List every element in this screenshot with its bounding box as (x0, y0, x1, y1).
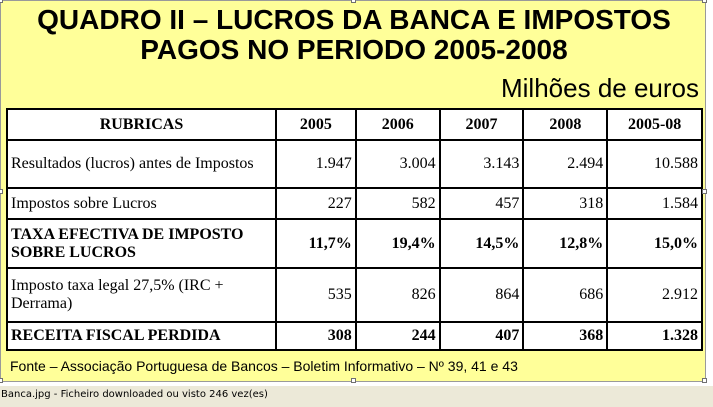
row-label: RECEITA FISCAL PERDIDA (8, 323, 277, 351)
table-header-row: RUBRICAS 2005 2006 2007 2008 2005-08 (8, 110, 703, 141)
resize-handle-top-right[interactable] (702, 0, 707, 3)
cell-value: 10.588 (608, 141, 703, 189)
cell-value: 227 (276, 189, 357, 220)
cell-value: 582 (356, 189, 441, 220)
resize-handle-top-center[interactable] (351, 0, 356, 3)
table-row: TAXA EFECTIVA DE IMPOSTO SOBRE LUCROS 11… (8, 220, 703, 269)
cell-value: 407 (440, 323, 525, 351)
cell-value: 686 (524, 269, 609, 323)
document-image[interactable]: QUADRO II – LUCROS DA BANCA E IMPOSTOS P… (0, 0, 707, 383)
profits-taxes-table: RUBRICAS 2005 2006 2007 2008 2005-08 Res… (6, 108, 703, 351)
document-title: QUADRO II – LUCROS DA BANCA E IMPOSTOS P… (1, 5, 707, 65)
cell-value: 12,8% (524, 220, 609, 269)
header-2006: 2006 (356, 110, 441, 141)
cell-value: 864 (440, 269, 525, 323)
cell-value: 15,0% (608, 220, 703, 269)
cell-value: 1.584 (608, 189, 703, 220)
resize-handle-top-left[interactable] (0, 0, 3, 3)
cell-value: 318 (524, 189, 609, 220)
table-row: Resultados (lucros) antes de Impostos 1.… (8, 141, 703, 189)
header-2008: 2008 (524, 110, 609, 141)
table-row: RECEITA FISCAL PERDIDA 308 244 407 368 1… (8, 323, 703, 351)
resize-handle-bottom-center[interactable] (351, 378, 356, 383)
cell-value: 11,7% (276, 220, 357, 269)
cell-value: 535 (276, 269, 357, 323)
title-line-2: PAGOS NO PERIODO 2005-2008 (140, 34, 568, 65)
cell-value: 1.328 (608, 323, 703, 351)
resize-handle-middle-left[interactable] (0, 189, 3, 194)
cell-value: 2.912 (608, 269, 703, 323)
header-2005-08: 2005-08 (608, 110, 703, 141)
table-row: Imposto taxa legal 27,5% (IRC + Derrama)… (8, 269, 703, 323)
resize-handle-bottom-right[interactable] (702, 378, 707, 383)
row-label: Imposto taxa legal 27,5% (IRC + Derrama) (8, 269, 277, 323)
resize-handle-middle-right[interactable] (702, 189, 707, 194)
cell-value: 14,5% (440, 220, 525, 269)
table-row: Impostos sobre Lucros 227 582 457 318 1.… (8, 189, 703, 220)
status-bar-text: Banca.jpg - Ficheiro downloaded ou visto… (1, 389, 268, 400)
header-2007: 2007 (440, 110, 525, 141)
title-line-1: QUADRO II – LUCROS DA BANCA E IMPOSTOS (37, 4, 671, 35)
cell-value: 244 (356, 323, 441, 351)
resize-handle-bottom-left[interactable] (0, 378, 3, 383)
cell-value: 457 (440, 189, 525, 220)
row-label: Impostos sobre Lucros (8, 189, 277, 220)
status-bar: Banca.jpg - Ficheiro downloaded ou visto… (0, 386, 713, 407)
cell-value: 19,4% (356, 220, 441, 269)
row-label: Resultados (lucros) antes de Impostos (8, 141, 277, 189)
row-label: TAXA EFECTIVA DE IMPOSTO SOBRE LUCROS (8, 220, 277, 269)
header-rubricas: RUBRICAS (8, 110, 277, 141)
source-note: Fonte – Associação Portuguesa de Bancos … (10, 358, 518, 374)
cell-value: 1.947 (276, 141, 357, 189)
cell-value: 368 (524, 323, 609, 351)
cell-value: 3.143 (440, 141, 525, 189)
cell-value: 308 (276, 323, 357, 351)
cell-value: 826 (356, 269, 441, 323)
header-2005: 2005 (276, 110, 357, 141)
cell-value: 3.004 (356, 141, 441, 189)
units-label: Milhões de euros (501, 73, 699, 103)
cell-value: 2.494 (524, 141, 609, 189)
